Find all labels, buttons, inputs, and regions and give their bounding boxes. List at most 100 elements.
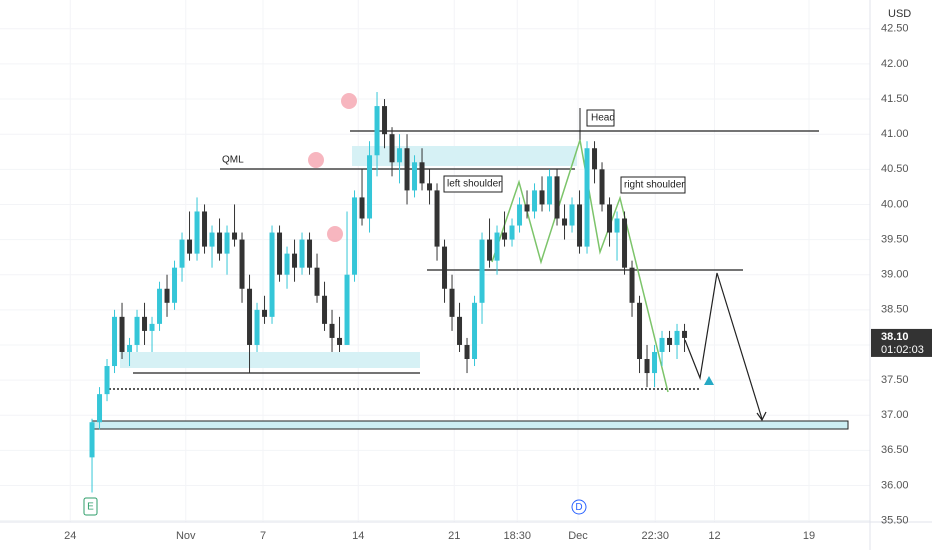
candle-body [232, 232, 238, 240]
arrow-head [756, 411, 767, 422]
candle-body [277, 232, 283, 275]
candle-body [502, 232, 508, 240]
candle-body [337, 337, 343, 345]
countdown: 01:02:03 [881, 344, 924, 356]
candle-body [637, 302, 643, 360]
candle-body [562, 218, 568, 226]
x-tick-label: 19 [803, 530, 815, 542]
candle-body [599, 169, 605, 205]
marker-label: D [575, 502, 582, 513]
x-tick-label: 7 [260, 530, 266, 542]
grid [0, 0, 870, 522]
x-tick-label: 24 [64, 530, 76, 542]
candle-body [622, 218, 628, 268]
x-tick-label: 14 [352, 530, 364, 542]
y-tick-label: 40.00 [881, 198, 909, 210]
candle-body [517, 204, 523, 226]
candle-body [239, 239, 245, 289]
candle-body [629, 267, 635, 303]
x-axis-bg [0, 522, 932, 550]
candle-body [494, 232, 500, 261]
candle-body [479, 239, 485, 303]
currency: USD [888, 8, 911, 20]
candle-body [284, 253, 290, 275]
marker-label: E [87, 502, 94, 513]
candle-body [419, 162, 425, 184]
candle-body [89, 422, 95, 458]
x-tick-label: Dec [568, 530, 588, 542]
candle-body [299, 239, 305, 268]
dividend-marker [571, 499, 587, 515]
y-tick-label: 35.50 [881, 515, 909, 527]
candle-body [442, 246, 448, 289]
label-box [620, 176, 686, 194]
candle-body [382, 106, 388, 135]
candle-body [172, 267, 178, 303]
x-tick-label: 22:30 [642, 530, 670, 542]
alert-icon [704, 376, 714, 385]
candle-body [322, 295, 328, 324]
y-tick-label: 36.50 [881, 444, 909, 456]
candle-body [314, 267, 320, 296]
candle-body [652, 351, 658, 374]
candle-body [247, 288, 253, 345]
candle-body [614, 218, 620, 233]
candle-body [179, 239, 185, 268]
candle-body [434, 190, 440, 247]
candle-body [584, 148, 590, 247]
x-tick-label: 21 [448, 530, 460, 542]
candle-body [524, 204, 530, 212]
candle-body [307, 239, 313, 268]
label-box [586, 109, 615, 127]
x-tick-label: Nov [176, 530, 196, 542]
candle-body [577, 204, 583, 247]
candle-body [554, 176, 560, 219]
candle-body [367, 155, 373, 219]
candle-body [449, 288, 455, 317]
candle-body [104, 366, 110, 395]
x-tick-label: 18:30 [504, 530, 532, 542]
candle-body [134, 316, 140, 345]
candle-body [202, 211, 208, 247]
candle-body [427, 183, 433, 191]
candle-body [464, 344, 470, 360]
highlight [341, 93, 357, 109]
annotation: Head [591, 113, 615, 124]
candle-body [682, 330, 688, 338]
candle-body [112, 316, 118, 367]
candle-body [547, 176, 553, 205]
candle-body [164, 288, 170, 303]
candle-body [532, 190, 538, 212]
candles [89, 92, 688, 493]
candle-body [412, 162, 418, 191]
candle-body [667, 337, 673, 345]
candle-body [149, 323, 155, 331]
candle-body [254, 309, 260, 345]
y-tick-label: 37.00 [881, 409, 909, 421]
candle-body [209, 232, 215, 247]
candle-body [97, 394, 103, 423]
candle-body [352, 197, 358, 275]
y-tick-label: 41.50 [881, 93, 909, 105]
candle-body [607, 204, 613, 233]
candle-body [157, 288, 163, 324]
axis-labels: 35.5036.0036.5037.0037.5038.0038.5039.00… [64, 23, 932, 542]
candle-body [194, 211, 200, 254]
candle-body [292, 253, 298, 268]
y-tick-label: 38.50 [881, 304, 909, 316]
candle-body [539, 190, 545, 205]
candle-body [389, 134, 395, 163]
candle-body [224, 232, 230, 254]
candle-body [592, 148, 598, 170]
candle-body [374, 106, 380, 156]
candle-body [457, 316, 463, 345]
candle-body [142, 316, 148, 331]
y-tick-label: 42.50 [881, 23, 909, 35]
demand-zone [120, 352, 420, 368]
candle-body [569, 204, 575, 226]
earnings-marker [83, 497, 98, 516]
candle-body [217, 232, 223, 254]
y-tick-label: 41.00 [881, 128, 909, 140]
candle-body [187, 239, 193, 254]
